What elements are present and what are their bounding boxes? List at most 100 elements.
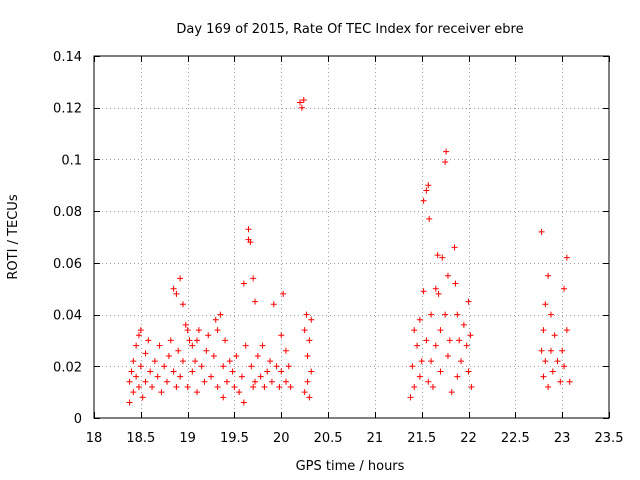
data-point <box>151 358 158 365</box>
data-point <box>437 368 444 375</box>
data-point <box>186 337 193 344</box>
data-point <box>306 394 313 401</box>
data-point <box>175 347 182 354</box>
data-point <box>257 373 264 380</box>
data-point <box>425 378 432 385</box>
data-point <box>173 383 180 390</box>
data-point <box>411 327 418 334</box>
data-point <box>182 321 189 328</box>
data-point <box>254 352 261 359</box>
data-point <box>214 383 221 390</box>
data-points <box>126 96 573 406</box>
data-point <box>547 347 554 354</box>
data-point <box>542 358 549 365</box>
data-point <box>142 378 149 385</box>
data-point <box>252 378 259 385</box>
x-tick-labels: 18 18.5 19 19.5 20 20.5 21 21.5 22 22.5 23 23.5 <box>86 431 624 446</box>
x-tick-label: 22.5 <box>501 431 530 446</box>
data-point <box>238 373 245 380</box>
x-axis-label: GPS time / hours <box>296 459 405 474</box>
data-point <box>298 104 305 111</box>
data-point <box>194 337 200 344</box>
x-tick-label: 20 <box>273 431 290 446</box>
data-point <box>446 337 453 344</box>
data-point <box>545 383 552 390</box>
data-point <box>220 394 227 401</box>
chart-title: Day 169 of 2015, Rate Of TEC Index for r… <box>176 22 523 37</box>
data-point <box>456 337 463 344</box>
data-point <box>252 298 259 305</box>
data-point <box>233 352 240 359</box>
data-point <box>173 290 180 297</box>
data-point <box>280 290 287 297</box>
data-point <box>248 363 255 370</box>
data-point <box>130 358 137 365</box>
axis-ticks <box>94 56 610 419</box>
data-point <box>429 383 436 390</box>
data-point <box>545 272 552 279</box>
data-point <box>261 383 268 390</box>
data-point <box>551 332 558 339</box>
x-tick-label: 19.5 <box>220 431 249 446</box>
data-point <box>158 389 165 396</box>
data-point <box>563 254 570 261</box>
data-point <box>306 337 313 344</box>
x-tick-label: 18.5 <box>126 431 155 446</box>
data-point <box>267 358 274 365</box>
data-point <box>304 352 311 359</box>
data-point <box>220 363 227 370</box>
data-point <box>273 363 280 370</box>
data-point <box>268 378 275 385</box>
data-point <box>297 99 303 106</box>
data-point <box>301 389 308 396</box>
y-tick-label: 0.06 <box>53 257 82 272</box>
data-point <box>416 316 423 323</box>
data-point <box>222 337 229 344</box>
data-point <box>452 280 459 287</box>
data-point <box>133 373 140 380</box>
x-tick-label: 23 <box>554 431 571 446</box>
data-point <box>276 383 283 390</box>
data-point <box>425 182 432 189</box>
x-tick-label: 21 <box>367 431 384 446</box>
y-axis-label: ROTI / TECUs <box>6 194 21 279</box>
data-point <box>240 280 247 287</box>
data-point <box>423 337 430 344</box>
data-point <box>454 373 461 380</box>
data-point <box>444 272 451 279</box>
data-point <box>432 342 439 349</box>
data-point <box>229 368 236 375</box>
data-point <box>192 358 199 365</box>
data-point <box>426 215 433 222</box>
data-point <box>287 383 294 390</box>
data-point <box>454 311 461 318</box>
data-point <box>126 399 133 406</box>
x-tick-label: 20.5 <box>314 431 343 446</box>
data-point <box>278 368 285 375</box>
data-point <box>420 288 427 295</box>
data-point <box>189 342 196 349</box>
data-point <box>259 342 266 349</box>
data-point <box>128 368 135 375</box>
data-point <box>156 342 163 349</box>
data-point <box>135 383 142 390</box>
data-point <box>420 197 427 204</box>
data-point <box>442 311 449 318</box>
data-point <box>179 358 186 365</box>
data-point <box>242 342 249 349</box>
data-point <box>414 342 421 349</box>
data-point <box>170 285 177 292</box>
data-point <box>428 311 435 318</box>
data-point <box>161 363 168 370</box>
data-point <box>210 352 217 359</box>
data-point <box>547 311 554 318</box>
data-point <box>195 327 202 334</box>
data-point <box>226 358 233 365</box>
data-point <box>439 254 446 261</box>
x-tick-label: 22 <box>460 431 477 446</box>
data-point <box>458 358 465 365</box>
data-point <box>184 383 191 390</box>
data-point <box>214 327 221 334</box>
data-point <box>250 383 257 390</box>
data-point <box>137 327 144 334</box>
